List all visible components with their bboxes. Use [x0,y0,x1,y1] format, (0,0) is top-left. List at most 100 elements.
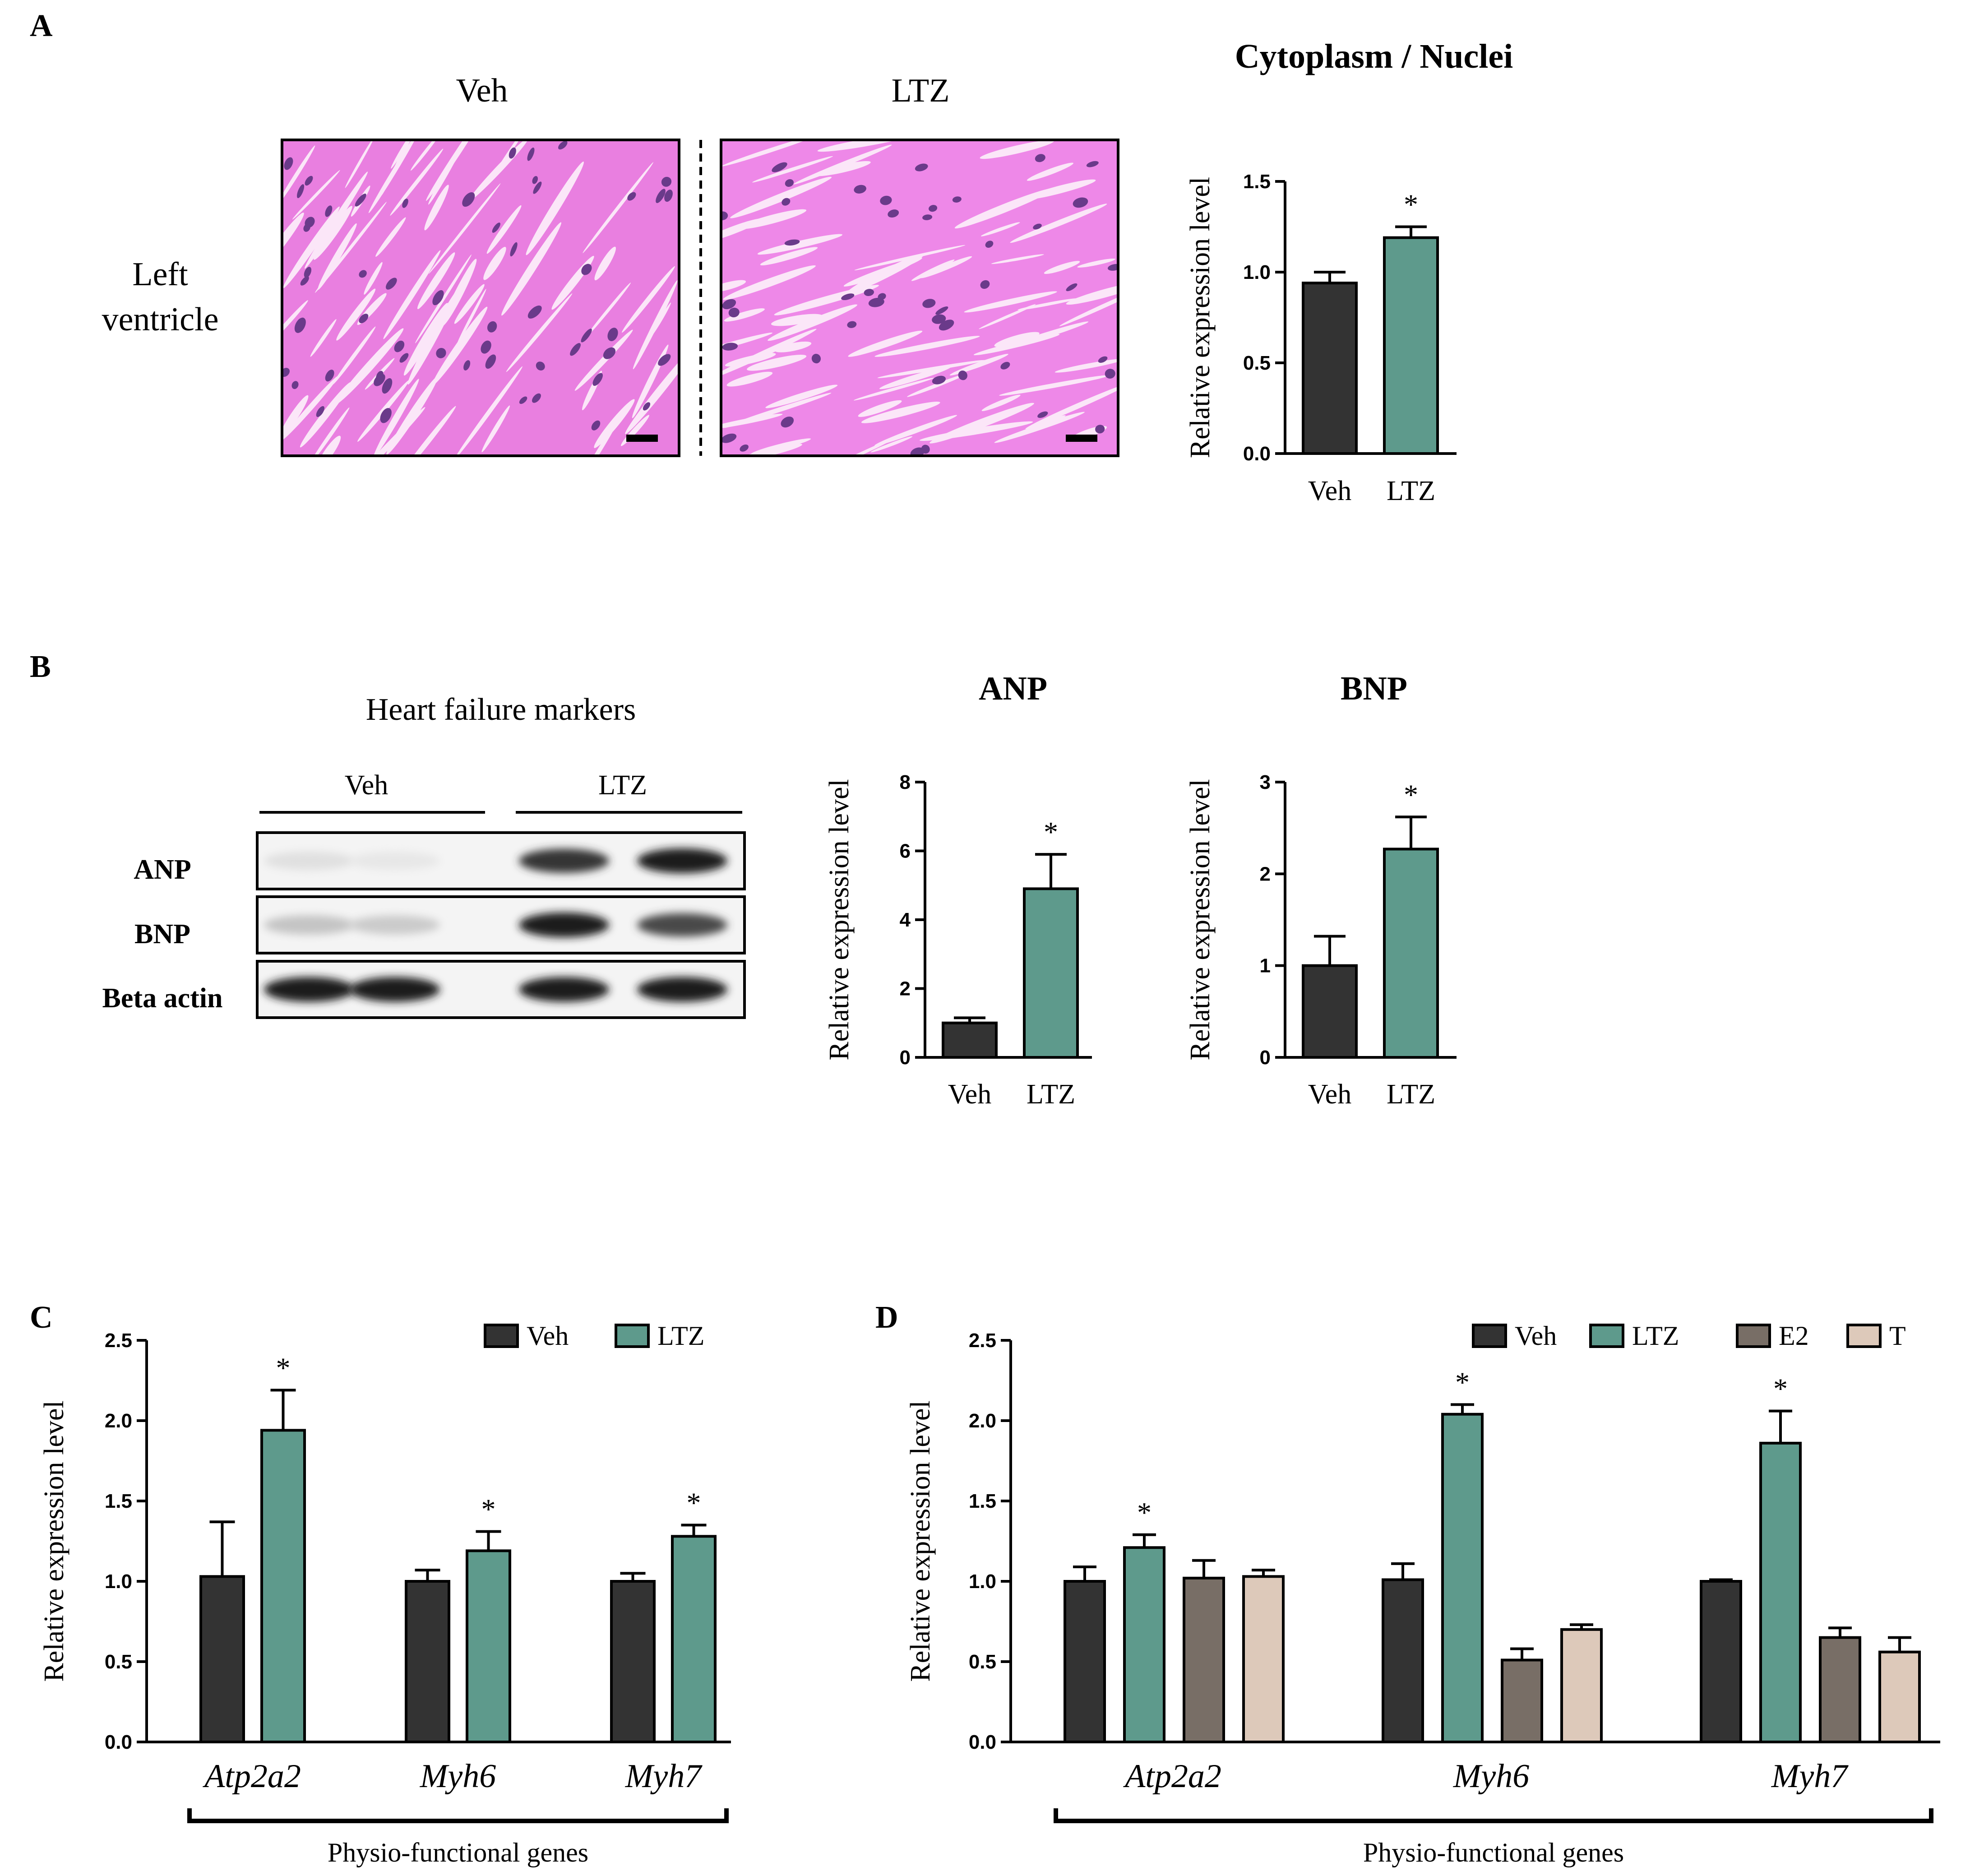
y-tick-label: 6 [900,840,911,862]
histology-row-label-line1: Left [132,256,188,293]
tissue-streak [300,382,351,448]
y-axis-label: Relative expression level [39,1400,69,1681]
group-bracket [187,1808,729,1823]
nucleus [781,417,794,428]
legend-label: E2 [1779,1321,1809,1351]
blot-band [637,977,727,1002]
tissue-streak [594,246,616,281]
tissue-streak [911,259,955,281]
nucleus [985,241,994,248]
tissue-streak [282,395,309,439]
nucleus [463,360,471,371]
tissue-streak [846,254,925,294]
nucleus [772,162,787,172]
tissue-streak [424,185,449,231]
tissue-streak [994,332,1040,347]
nucleus [591,420,601,431]
tissue-streak [1017,298,1077,310]
nucleus [382,378,393,394]
legend-label: LTZ [657,1321,704,1351]
tissue-streak [725,352,776,367]
nucleus [656,189,666,203]
tissue-streak [415,254,472,343]
nucleus [485,354,496,369]
tissue-streak [751,438,811,454]
tissue-streak [726,371,773,387]
x-axis-label: Physio-functional genes [328,1838,588,1867]
chart-title: ANP [979,670,1047,707]
nucleus [958,371,967,380]
legend-swatch [1589,1324,1624,1348]
nucleus [1037,411,1048,418]
tissue-streak [622,266,675,333]
tissue-streak [771,314,823,326]
nucleus [722,299,736,310]
bar-ltz-myh7 [1759,1441,1802,1744]
tissue-streak [318,223,357,290]
tissue-streak [333,326,376,384]
nucleus [1000,361,1010,370]
nucleus [291,381,299,389]
tissue-streak [454,284,485,324]
tissue-streak [907,374,965,397]
nucleus [581,264,592,275]
tissue-streak [757,234,843,255]
blot-band [350,977,440,1002]
blot-band [637,913,727,937]
x-tick-label: Veh [1308,476,1351,506]
tissue-streak [633,280,678,370]
bar-e2-myh7 [1819,1636,1861,1744]
nucleus [811,354,821,364]
nucleus [728,307,740,318]
nucleus [868,297,884,307]
y-tick-label: 0.0 [105,1731,132,1753]
y-tick-label: 0.5 [969,1651,996,1673]
tissue-streak [335,328,404,404]
histology-image-ltz [720,139,1119,457]
nucleus [740,444,749,452]
tissue-streak [383,250,441,339]
chart-cytoplasm-nuclei: Cytoplasm / Nuclei 0.0 0.5 1.0 1.5 Relative e… [1185,37,1513,506]
blot-band [264,915,354,935]
chart-bnp: BNP 0 1 2 3 Relative expression level Veh * LTZ [1185,670,1457,1110]
nucleus [922,214,933,220]
nucleus [300,276,309,286]
panel-letter-d: D [875,1300,898,1335]
y-tick-label: 2.5 [105,1329,132,1352]
tissue-streak [506,293,573,372]
nucleus [592,373,603,386]
x-tick-label: LTZ [1027,1079,1075,1110]
tissue-streak [861,402,940,423]
bar-ltz [1383,236,1439,455]
nucleus [932,375,946,384]
nucleus [462,192,475,207]
x-tick-label: Veh [948,1079,991,1110]
bar-veh-myh7 [610,1580,656,1743]
tissue-streak [979,304,1036,329]
tissue-streak [823,437,896,456]
y-axis-label: Relative expression level [824,779,855,1060]
nucleus [880,195,892,205]
y-tick-label: 1.0 [105,1570,132,1593]
tissue-streak [874,336,980,357]
x-tick-label: Myh7 [625,1758,703,1795]
nucleus [527,306,542,319]
y-tick-label: 8 [900,771,911,793]
legend-swatch [1846,1324,1882,1348]
nucleus [935,306,948,315]
nucleus [374,374,385,386]
nucleus [399,353,409,363]
tissue-streak [721,218,763,243]
y-tick-label: 2 [1260,863,1271,885]
tissue-streak [386,376,438,455]
tissue-streak [1077,258,1115,268]
nucleus [294,317,306,333]
nucleus [932,314,946,324]
tissue-streak [594,399,635,448]
tissue-streak [1025,383,1118,429]
nucleus [664,190,673,202]
x-tick-label: Myh6 [420,1758,496,1795]
nucleus [492,222,500,233]
tissue-streak [774,341,812,352]
nucleus [481,340,491,354]
